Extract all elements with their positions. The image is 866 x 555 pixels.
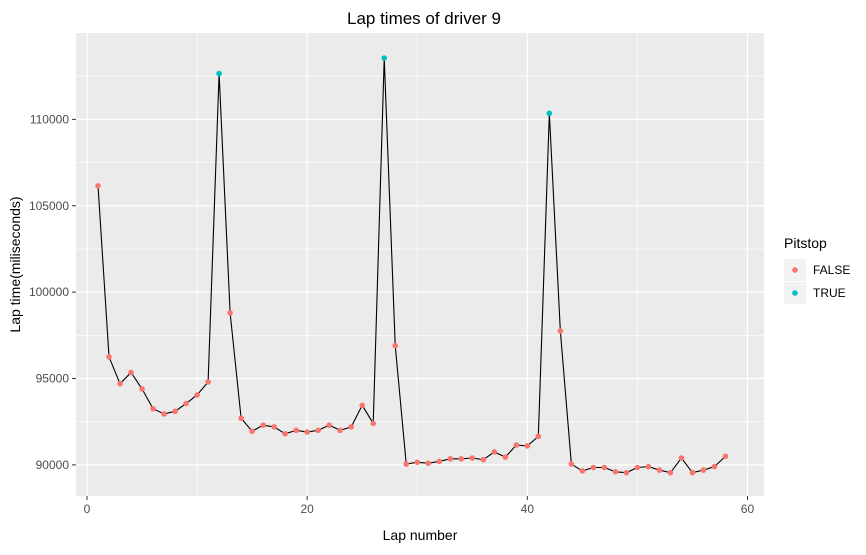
data-point-pitstop-false (227, 310, 233, 316)
data-point-pitstop-false (689, 469, 696, 476)
x-axis-ticks: 0 20 40 60 (84, 496, 755, 516)
data-point-pitstop-false (249, 428, 255, 435)
data-point-pitstop-false (634, 464, 641, 471)
data-point-pitstop-false (106, 354, 112, 360)
y-tick-label: 90000 (36, 458, 70, 472)
data-point-pitstop-false (359, 402, 366, 409)
data-point-pitstop-true (381, 55, 388, 61)
data-point-pitstop-false (491, 449, 498, 455)
data-point-pitstop-false (425, 460, 432, 466)
data-point-pitstop-false (128, 369, 134, 376)
grid-minor (76, 33, 764, 496)
data-point-pitstop-false (139, 386, 145, 392)
data-point-pitstop-false (667, 469, 674, 476)
data-point-pitstop-false (645, 463, 652, 470)
data-point-pitstop-false (271, 424, 277, 430)
legend-title: Pitstop (784, 235, 827, 251)
data-point-pitstop-false (502, 454, 509, 460)
data-point-pitstop-false (469, 455, 476, 461)
data-point-pitstop-false (447, 456, 454, 462)
legend-marker (792, 290, 798, 296)
data-point-pitstop-false (722, 453, 729, 460)
data-point-pitstop-false (172, 408, 178, 415)
data-point-pitstop-false (612, 469, 619, 475)
data-point-pitstop-false (579, 468, 586, 474)
x-tick-label: 20 (300, 502, 314, 516)
data-point-pitstop-false (161, 411, 167, 417)
data-point-pitstop-false (392, 342, 399, 349)
data-point-pitstop-false (557, 328, 564, 334)
data-point-pitstop-false (150, 405, 156, 412)
x-tick-label: 40 (521, 502, 535, 516)
x-axis-label: Lap number (383, 527, 458, 543)
data-point-pitstop-false (304, 429, 310, 435)
data-point-pitstop-false (590, 464, 597, 471)
data-point-pitstop-false (700, 467, 707, 473)
chart-title: Lap times of driver 9 (347, 9, 501, 28)
y-tick-label: 110000 (30, 112, 69, 126)
series-line-group (97, 58, 726, 474)
y-tick-label: 95000 (36, 372, 70, 386)
data-point-pitstop-false (513, 442, 520, 448)
data-point-pitstop-false (458, 456, 465, 462)
data-point-pitstop-false (260, 422, 266, 428)
data-point-pitstop-false (194, 392, 200, 398)
data-point-pitstop-false (403, 461, 410, 467)
data-point-pitstop-false (601, 464, 608, 471)
data-point-pitstop-false (205, 379, 211, 385)
x-tick-label: 0 (84, 502, 91, 516)
data-point-pitstop-false (524, 443, 531, 449)
data-point-pitstop-false (315, 427, 321, 434)
data-point-pitstop-true (216, 70, 222, 77)
legend-label: FALSE (813, 263, 850, 277)
legend: Pitstop FALSE TRUE (784, 235, 850, 304)
data-point-pitstop-false (656, 467, 663, 473)
data-point-pitstop-false (623, 469, 630, 476)
data-point-pitstop-false (183, 400, 189, 407)
data-point-pitstop-false (535, 433, 542, 440)
data-point-pitstop-false (678, 455, 685, 461)
y-tick-label: 100000 (29, 285, 69, 299)
data-point-pitstop-false (326, 422, 332, 428)
lap-time-line (97, 58, 726, 474)
data-points-group (95, 55, 729, 476)
data-point-pitstop-false (370, 420, 377, 427)
data-point-pitstop-false (282, 431, 288, 437)
y-tick-label: 105000 (29, 199, 69, 213)
data-point-pitstop-false (711, 463, 718, 470)
data-point-pitstop-false (568, 461, 575, 467)
y-axis-ticks: 90000 95000 100000 105000 110000 (29, 112, 76, 472)
data-point-pitstop-false (480, 456, 487, 463)
data-point-pitstop-false (348, 424, 355, 430)
data-point-pitstop-false (238, 415, 244, 422)
data-point-pitstop-false (293, 427, 299, 434)
data-point-pitstop-false (95, 183, 101, 189)
data-point-pitstop-false (436, 458, 443, 465)
data-point-pitstop-true (546, 110, 553, 117)
legend-marker (792, 267, 798, 273)
data-point-pitstop-false (117, 380, 123, 387)
data-point-pitstop-false (414, 459, 421, 466)
y-axis-label: Lap time(miliseconds) (7, 196, 23, 332)
legend-label: TRUE (813, 286, 846, 300)
data-point-pitstop-false (337, 427, 343, 434)
plot-panel (76, 33, 764, 496)
x-tick-label: 60 (741, 502, 755, 516)
